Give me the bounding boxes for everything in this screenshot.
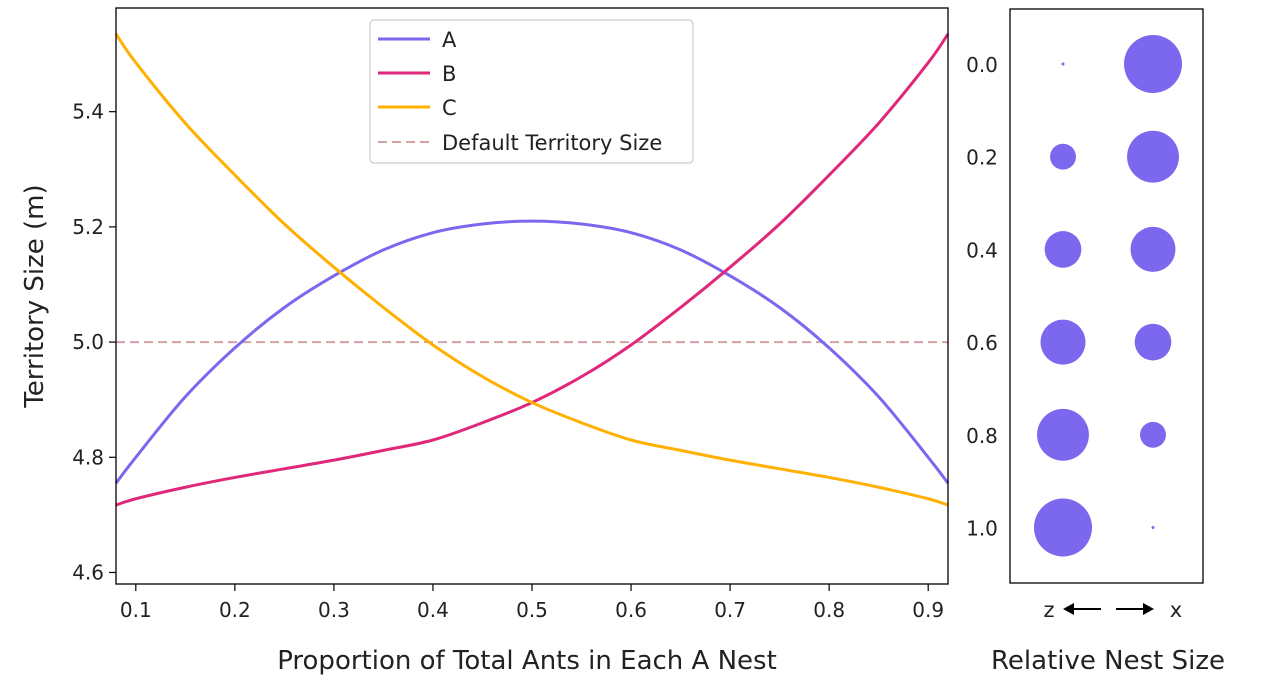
- direction-label-z: z: [1043, 598, 1054, 622]
- nest-size-markers: 0.0 0.2 0.4 0.6 0.8 1.0: [966, 35, 1182, 557]
- x-tick-label: 0.7: [714, 598, 746, 622]
- legend-label-c: C: [442, 96, 457, 120]
- nest-row-label: 1.0: [966, 517, 998, 541]
- nest-panel-frame: [1009, 8, 1204, 584]
- y-tick-label: 5.2: [72, 215, 104, 239]
- y-tick-label: 5.4: [72, 100, 104, 124]
- x-tick-label: 0.4: [417, 598, 449, 622]
- nest-marker-z: [1034, 498, 1092, 557]
- nest-row-label: 0.8: [966, 424, 998, 448]
- y-axis-label: Territory Size (m): [20, 184, 50, 408]
- nest-marker-x: [1130, 226, 1176, 272]
- y-tick-label: 4.6: [72, 560, 104, 584]
- x-tick-label: 0.8: [813, 598, 845, 622]
- x-tick-label: 0.6: [615, 598, 647, 622]
- x-axis-label: Proportion of Total Ants in Each A Nest: [277, 646, 777, 676]
- nest-marker-x: [1124, 35, 1182, 93]
- nest-row-label: 0.4: [966, 238, 998, 262]
- line-chart: 0.1 0.2 0.3 0.4 0.5 0.6 0.7 0.8 0.9 4.6 4.8 5.0 5.2…: [20, 7, 950, 676]
- nest-marker-x: [1134, 323, 1172, 361]
- legend-label-default: Default Territory Size: [442, 131, 662, 155]
- y-tick-label: 4.8: [72, 445, 104, 469]
- legend-label-a: A: [442, 28, 457, 52]
- series-line-b: [115, 33, 950, 507]
- direction-label-x: x: [1170, 598, 1182, 622]
- nest-marker-x: [1151, 526, 1155, 529]
- y-tick-label: 5.0: [72, 330, 104, 354]
- nest-marker-x: [1140, 421, 1166, 448]
- left-arrow-icon: [1063, 603, 1101, 615]
- nest-row-label: 0.6: [966, 331, 998, 355]
- nest-marker-z: [1040, 319, 1086, 365]
- nest-size-panel: 0.00.20.40.60.81.0 Relative Nest Size z …: [966, 8, 1225, 676]
- nest-marker-z: [1061, 62, 1065, 66]
- series-line-c: [114, 33, 949, 507]
- right-arrow-icon: [1116, 603, 1154, 615]
- series-lines: [114, 33, 950, 507]
- legend-label-b: B: [442, 62, 456, 86]
- x-axis-ticks: 0.1 0.2 0.3 0.4 0.5 0.6 0.7 0.8 0.9: [120, 584, 944, 622]
- nest-marker-z: [1037, 408, 1089, 461]
- nest-marker-x: [1127, 130, 1179, 183]
- nest-row-label: 0.0: [966, 53, 998, 77]
- x-tick-label: 0.1: [120, 598, 152, 622]
- x-tick-label: 0.3: [318, 598, 350, 622]
- nest-marker-z: [1044, 231, 1082, 268]
- legend: A B C Default Territory Size: [369, 19, 694, 164]
- series-line-a: [114, 219, 950, 485]
- nest-row-label: 0.2: [966, 146, 998, 170]
- y-axis-ticks: 4.6 4.8 5.0 5.2 5.4: [72, 100, 116, 584]
- nest-panel-label: Relative Nest Size: [991, 646, 1225, 676]
- x-tick-label: 0.9: [912, 598, 944, 622]
- nest-marker-z: [1050, 143, 1076, 170]
- x-tick-label: 0.5: [516, 598, 548, 622]
- legend-box: [369, 19, 694, 164]
- x-tick-label: 0.2: [219, 598, 251, 622]
